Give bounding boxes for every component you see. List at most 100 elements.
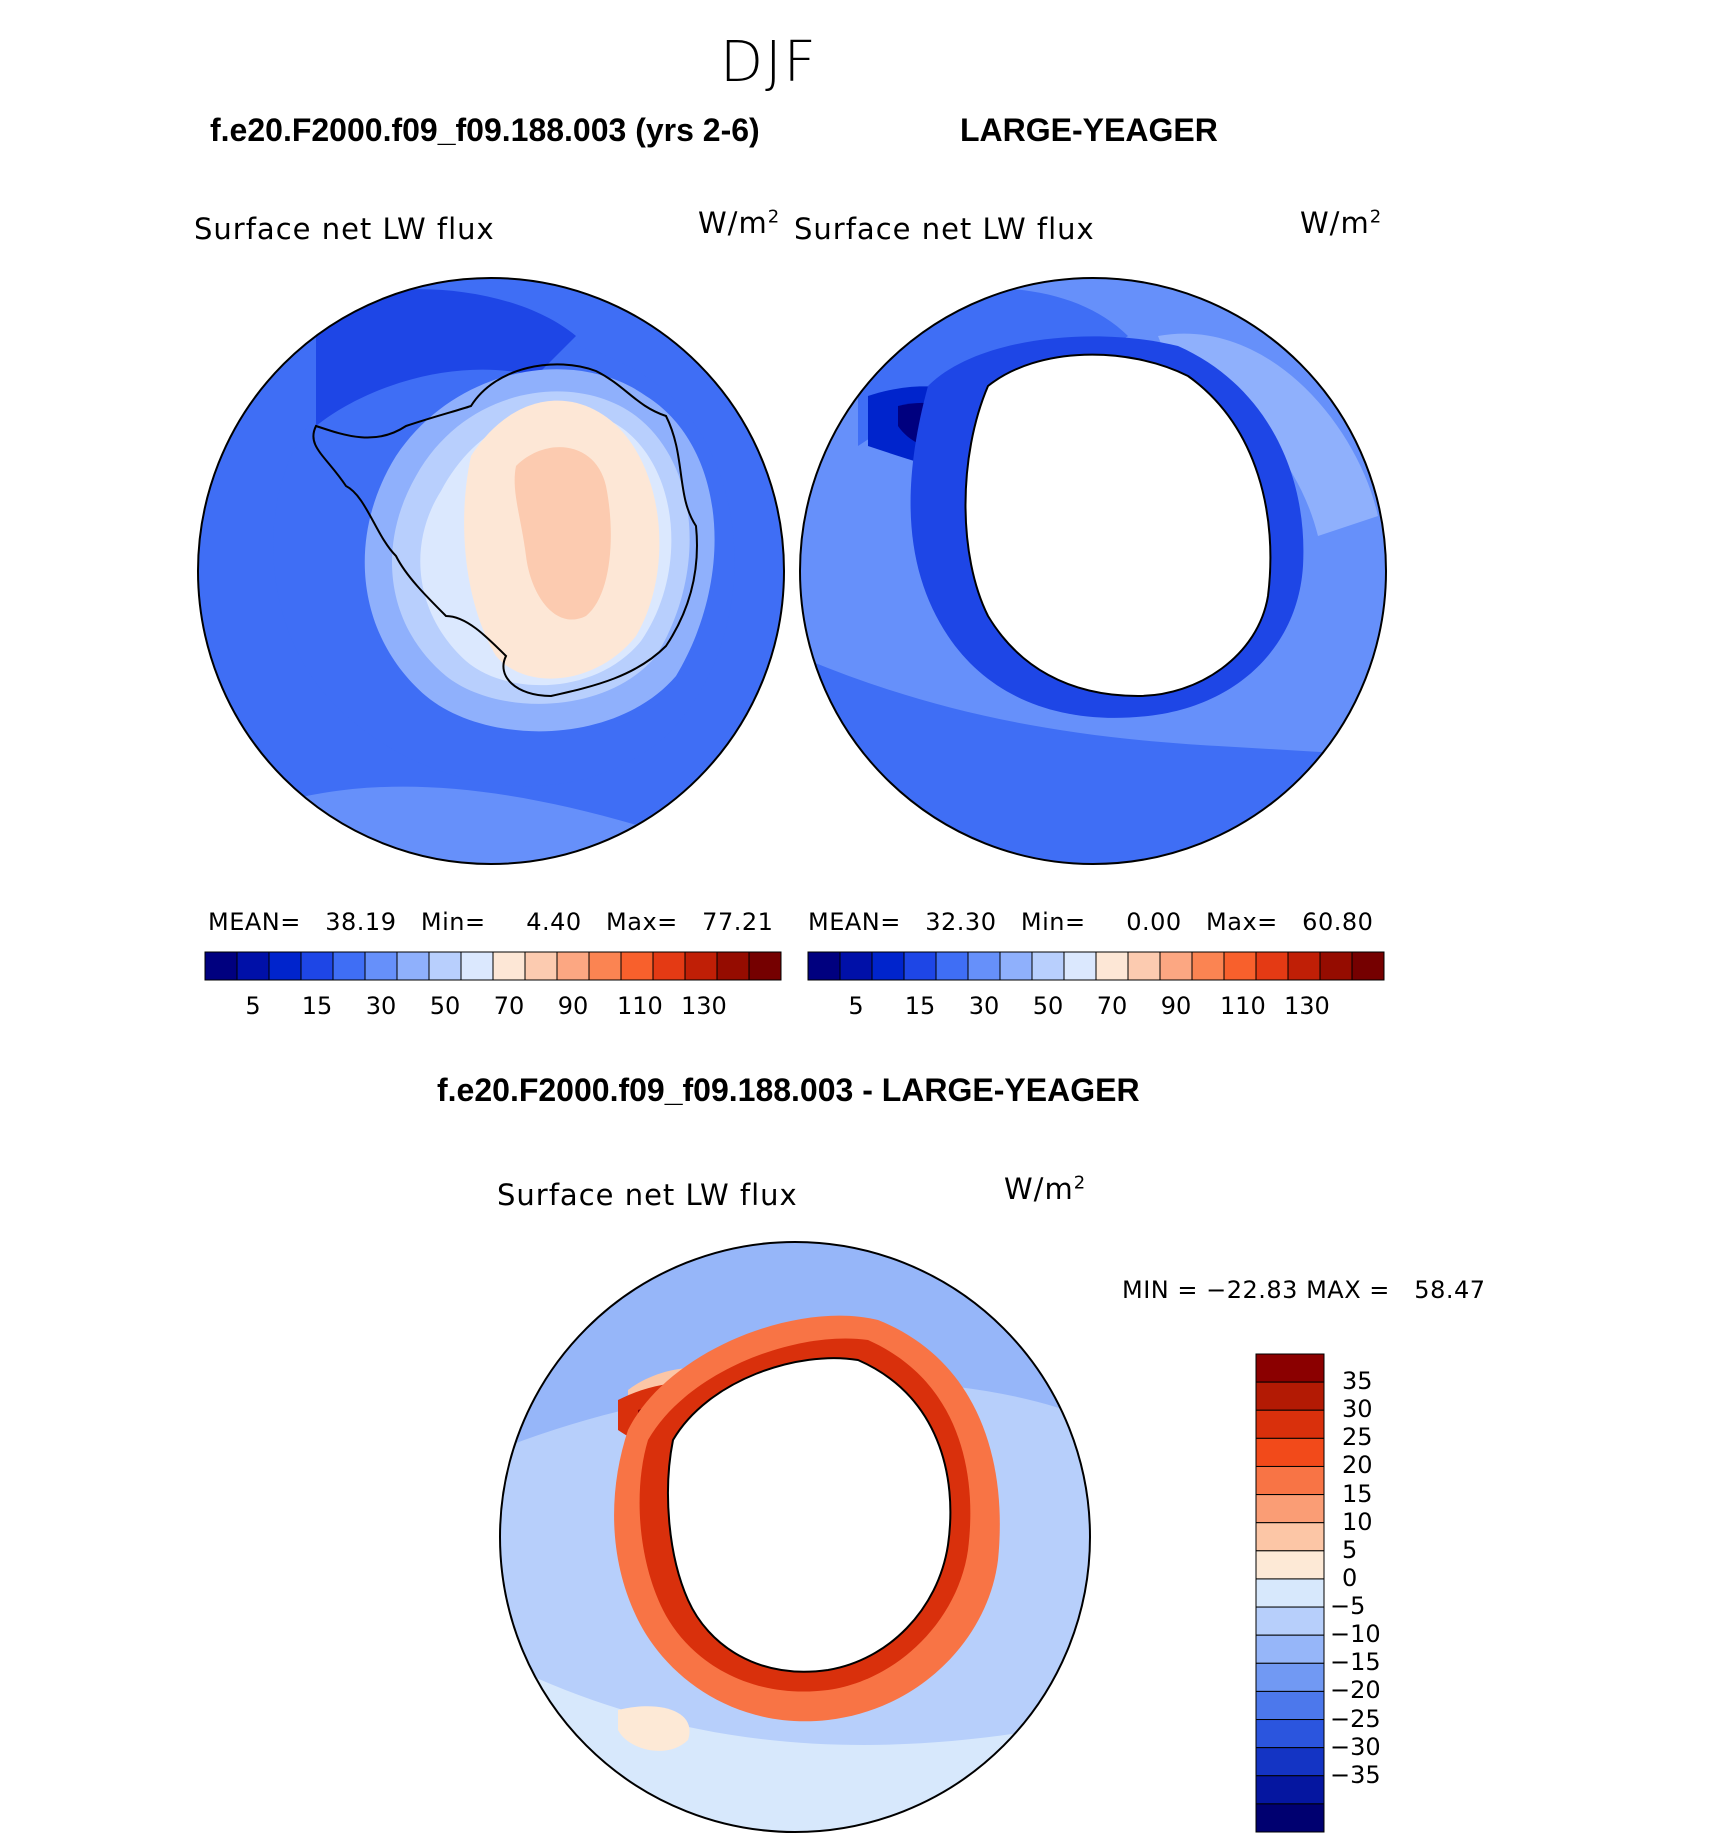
diff-colorbar-label: 25 bbox=[1342, 1423, 1373, 1452]
colorbar-tick-label: 90 bbox=[557, 992, 589, 1020]
colorbar-tick-label: 130 bbox=[1284, 992, 1330, 1020]
diff-colorbar-label: −20 bbox=[1330, 1676, 1381, 1705]
colorbar-tick-label: 15 bbox=[904, 992, 936, 1020]
diff-colorbar bbox=[1255, 1353, 1325, 1833]
diff-stats: MIN = −22.83 MAX = 58.47 bbox=[1122, 1276, 1486, 1304]
colorbar-swatch bbox=[396, 951, 430, 981]
diff-colorbar-swatch bbox=[1255, 1465, 1325, 1496]
diff-colorbar-label: 15 bbox=[1342, 1479, 1373, 1508]
diff-colorbar-label: −35 bbox=[1330, 1760, 1381, 1789]
diff-colorbar-swatch bbox=[1255, 1550, 1325, 1580]
colorbar-right bbox=[807, 951, 1385, 981]
diff-colorbar-swatch bbox=[1255, 1437, 1325, 1467]
colorbar-left bbox=[204, 951, 782, 981]
colorbar-swatch bbox=[1255, 951, 1289, 981]
diff-colorbar-swatch bbox=[1255, 1381, 1325, 1411]
colorbar-swatch bbox=[524, 951, 558, 981]
colorbar-swatch bbox=[332, 951, 366, 981]
diff-colorbar-swatch bbox=[1255, 1690, 1325, 1721]
colorbar-swatch bbox=[300, 951, 334, 981]
stats-left: MEAN= 38.19 Min= 4.40 Max= 77.21 bbox=[208, 908, 774, 936]
variable-label-right: Surface net LW flux bbox=[794, 212, 1095, 246]
diff-title: f.e20.F2000.f09_f09.188.003 - LARGE-YEAG… bbox=[437, 1072, 1140, 1108]
colorbar-swatch bbox=[492, 951, 526, 981]
diff-colorbar-swatch bbox=[1255, 1747, 1325, 1777]
colorbar-swatch bbox=[1351, 951, 1385, 981]
colorbar-swatch bbox=[807, 951, 841, 981]
diff-colorbar-label: −25 bbox=[1330, 1704, 1381, 1733]
polar-map-right bbox=[799, 277, 1387, 865]
colorbar-tick-label: 30 bbox=[365, 992, 397, 1020]
diff-colorbar-swatch bbox=[1255, 1662, 1325, 1692]
colorbar-swatch bbox=[364, 951, 398, 981]
colorbar-swatch bbox=[460, 951, 494, 981]
colorbar-swatch bbox=[684, 951, 718, 981]
diff-colorbar-labels: 35 30 25 20 15 10 5 0 −5 −10 −15 −20 −25 −30 −35 bbox=[1330, 1354, 1414, 1834]
colorbar-tick-label: 130 bbox=[681, 992, 727, 1020]
diff-colorbar-label: 30 bbox=[1342, 1395, 1373, 1424]
colorbar-swatch bbox=[935, 951, 969, 981]
colorbar-swatch bbox=[1287, 951, 1321, 981]
colorbar-swatch bbox=[1159, 951, 1193, 981]
diff-colorbar-swatch bbox=[1255, 1634, 1325, 1664]
colorbar-tick-label: 70 bbox=[493, 992, 525, 1020]
colorbar-swatch bbox=[999, 951, 1033, 981]
diff-colorbar-label: 0 bbox=[1342, 1563, 1358, 1592]
colorbar-swatch bbox=[1063, 951, 1097, 981]
colorbar-swatch bbox=[1191, 951, 1225, 981]
colorbar-swatch bbox=[268, 951, 302, 981]
colorbar-swatch bbox=[236, 951, 270, 981]
units-label-right: W/m2 bbox=[1300, 206, 1383, 240]
variable-label-left: Surface net LW flux bbox=[194, 212, 495, 246]
diff-colorbar-label: 5 bbox=[1342, 1535, 1358, 1564]
diff-variable-label: Surface net LW flux bbox=[497, 1178, 798, 1212]
case-title-right: LARGE-YEAGER bbox=[960, 112, 1218, 148]
colorbar-swatch bbox=[652, 951, 686, 981]
colorbar-swatch bbox=[967, 951, 1001, 981]
colorbar-swatch bbox=[620, 951, 654, 981]
colorbar-swatch bbox=[1031, 951, 1065, 981]
season-title: DJF bbox=[720, 30, 818, 95]
colorbar-tick-label: 110 bbox=[1220, 992, 1266, 1020]
diff-colorbar-swatch bbox=[1255, 1409, 1325, 1439]
colorbar-swatch bbox=[428, 951, 462, 981]
colorbar-swatch bbox=[839, 951, 873, 981]
diff-colorbar-swatch bbox=[1255, 1494, 1325, 1524]
colorbar-swatch bbox=[716, 951, 750, 981]
case-title-left: f.e20.F2000.f09_f09.188.003 (yrs 2-6) bbox=[210, 112, 760, 148]
diff-colorbar-label: −5 bbox=[1330, 1592, 1366, 1621]
diff-units-label: W/m2 bbox=[1004, 1172, 1087, 1206]
diff-colorbar-swatch bbox=[1255, 1522, 1325, 1552]
colorbar-swatch bbox=[748, 951, 782, 981]
diff-colorbar-label: −15 bbox=[1330, 1648, 1381, 1677]
colorbar-swatch bbox=[1095, 951, 1129, 981]
colorbar-tick-label: 30 bbox=[968, 992, 1000, 1020]
polar-map-left bbox=[197, 277, 785, 865]
colorbar-swatch bbox=[588, 951, 622, 981]
colorbar-swatch bbox=[204, 951, 238, 981]
diff-colorbar-swatch bbox=[1255, 1803, 1325, 1833]
colorbar-tick-label: 70 bbox=[1096, 992, 1128, 1020]
colorbar-swatch bbox=[871, 951, 905, 981]
colorbar-tick-label: 5 bbox=[848, 992, 864, 1020]
colorbar-tick-label: 90 bbox=[1160, 992, 1192, 1020]
colorbar-tick-label: 15 bbox=[301, 992, 333, 1020]
colorbar-tick-label: 5 bbox=[245, 992, 261, 1020]
colorbar-swatch bbox=[1127, 951, 1161, 981]
diff-colorbar-swatch bbox=[1255, 1353, 1325, 1383]
colorbar-tick-label: 50 bbox=[429, 992, 461, 1020]
diff-colorbar-label: 20 bbox=[1342, 1451, 1373, 1480]
diff-colorbar-swatch bbox=[1255, 1719, 1325, 1749]
diff-colorbar-label: 35 bbox=[1342, 1367, 1373, 1396]
colorbar-swatch bbox=[1223, 951, 1257, 981]
colorbar-right-labels: 5 15 30 50 70 90 110 130 bbox=[808, 992, 1384, 1022]
colorbar-tick-label: 50 bbox=[1032, 992, 1064, 1020]
diff-colorbar-label: 10 bbox=[1342, 1507, 1373, 1536]
diff-colorbar-label: −10 bbox=[1330, 1620, 1381, 1649]
colorbar-swatch bbox=[1319, 951, 1353, 981]
diff-colorbar-swatch bbox=[1255, 1606, 1325, 1636]
colorbar-left-labels: 5 15 30 50 70 90 110 130 bbox=[205, 992, 781, 1022]
diff-colorbar-label: −30 bbox=[1330, 1732, 1381, 1761]
polar-map-diff bbox=[499, 1241, 1091, 1833]
diff-colorbar-swatch bbox=[1255, 1775, 1325, 1805]
